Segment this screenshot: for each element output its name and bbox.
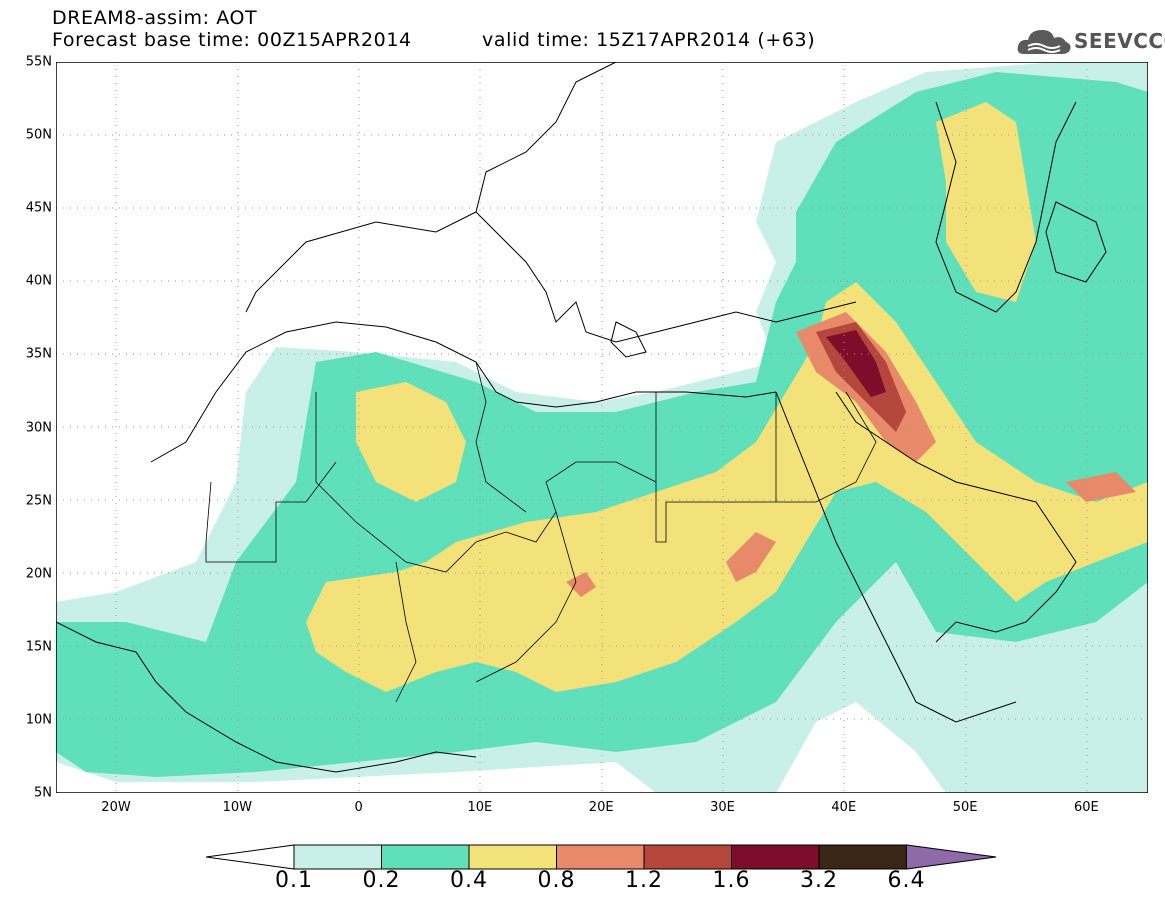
colorbar-swatch — [468, 844, 557, 870]
chart-title: DREAM8-assim: AOT — [52, 7, 258, 29]
colorbar-label: 0.1 — [275, 868, 313, 893]
colorbar-label: 1.6 — [712, 868, 751, 893]
colorbar-swatch — [818, 844, 907, 870]
aot-contours — [56, 62, 1148, 793]
latitude-label: 40N — [25, 273, 52, 289]
latitude-label: 30N — [25, 420, 52, 435]
forecast-base-time: Forecast base time: 00Z15APR2014 — [52, 29, 412, 51]
colorbar-label: 0.8 — [537, 868, 576, 893]
latitude-label: 15N — [25, 639, 52, 655]
colorbar-label: 1.2 — [625, 868, 663, 893]
colorbar-swatch — [643, 844, 732, 870]
latitude-label: 10N — [25, 712, 52, 728]
colorbar-label: 0.2 — [362, 868, 401, 893]
longitude-label: 50E — [952, 800, 978, 815]
borders — [205, 361, 877, 703]
colorbar-swatch — [731, 844, 820, 870]
latitude-label: 55N — [25, 54, 52, 70]
colorbar-swatch — [556, 844, 645, 870]
colorbar — [206, 844, 997, 870]
latitude-label: 25N — [25, 493, 52, 509]
aot-0.8-region — [726, 532, 776, 582]
latitude-label: 45N — [25, 200, 52, 216]
longitude-label: 60E — [1074, 800, 1099, 815]
colorbar-over-triangle — [906, 844, 997, 870]
colorbar-label: 3.2 — [800, 868, 838, 893]
longitude-label: 20E — [588, 800, 614, 815]
longitude-label: 40E — [831, 800, 857, 815]
colorbar-under-triangle — [206, 844, 295, 870]
colorbar-label: 6.4 — [887, 868, 926, 893]
logo-text: SEEVCCC — [1074, 29, 1165, 53]
aot-0.4-region — [356, 382, 466, 502]
latitude-label: 20N — [25, 566, 52, 582]
latitude-label: 5N — [34, 785, 52, 801]
cloud-icon — [1017, 30, 1071, 54]
aot-0.8-region — [1066, 472, 1136, 502]
aot-0.8-region — [566, 572, 596, 597]
colorbar-label: 0.4 — [450, 868, 488, 893]
longitude-label: 30E — [710, 800, 735, 815]
grid-lines — [56, 62, 1148, 793]
longitude-label: 20W — [101, 800, 131, 815]
latitude-label: 50N — [25, 127, 52, 143]
colorbar-swatch — [293, 844, 382, 870]
aot-map — [56, 62, 1148, 793]
valid-time: valid time: 15Z17APR2014 (+63) — [482, 29, 816, 51]
latitude-label: 35N — [25, 346, 52, 362]
aot-0.4-region — [306, 282, 1148, 692]
longitude-label: 10E — [467, 800, 493, 815]
aot-0.4-region — [936, 102, 1036, 302]
longitude-label: 0 — [354, 800, 363, 815]
seevccc-logo: SEEVCCC — [1016, 24, 1165, 58]
colorbar-swatch — [381, 844, 470, 870]
longitude-label: 10W — [222, 800, 252, 815]
aot-1.6-region — [826, 330, 886, 397]
